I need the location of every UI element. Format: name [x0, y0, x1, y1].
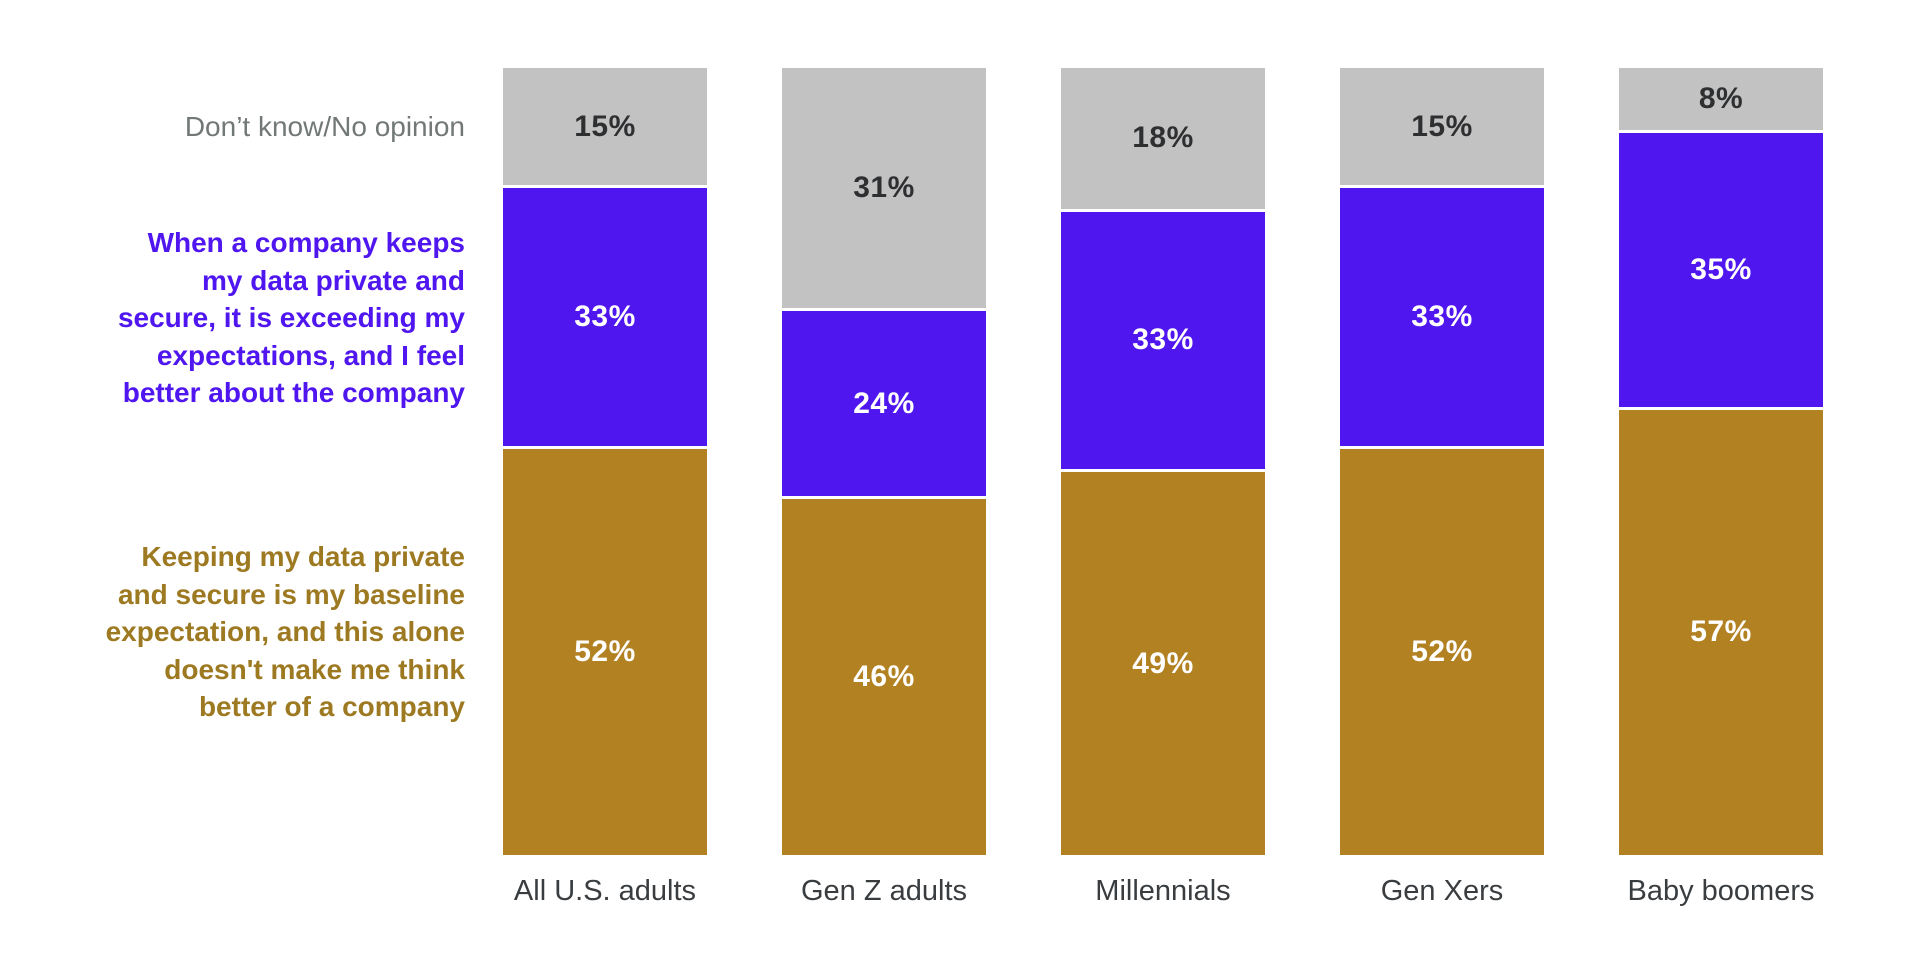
stacked-bar: 8% 35% 57%: [1619, 68, 1823, 855]
value-label: 15%: [574, 109, 636, 143]
value-label: 8%: [1698, 82, 1744, 116]
row-label-baseline-expectation: Keeping my data private and secure is my…: [105, 541, 465, 723]
bar-column: 15% 33% 52% All U.S. adults: [503, 68, 707, 908]
category-label: Baby boomers: [1627, 875, 1815, 907]
bar-segment-baseline-expectation: 57%: [1619, 406, 1823, 855]
value-label: 33%: [574, 300, 636, 334]
bar-segment-baseline-expectation: 46%: [782, 496, 986, 855]
value-label: 31%: [853, 170, 915, 204]
value-label: 33%: [1411, 300, 1473, 334]
value-label: 52%: [574, 634, 636, 668]
bar-column: 18% 33% 49% Millennials: [1061, 68, 1265, 908]
bar-segment-dont-know: 18%: [1061, 68, 1265, 209]
category-label: All U.S. adults: [513, 875, 697, 907]
stacked-bar: 15% 33% 52%: [1340, 68, 1544, 856]
value-label: 24%: [853, 386, 915, 420]
category-label: Gen Xers: [1380, 875, 1504, 907]
bar-segment-dont-know: 15%: [1340, 68, 1544, 186]
row-labels: Don’t know/No opinion When a company kee…: [0, 68, 470, 855]
bar-segment-dont-know: 8%: [1619, 68, 1823, 131]
value-label: 35%: [1690, 253, 1752, 287]
bar-segment-exceeding-expectations: 33%: [1340, 185, 1544, 446]
stacked-bar-chart: Don’t know/No opinion When a company kee…: [0, 68, 1823, 908]
bar-segment-baseline-expectation: 52%: [503, 445, 707, 856]
bar-segment-exceeding-expectations: 24%: [782, 307, 986, 497]
bar-segment-dont-know: 15%: [503, 68, 707, 186]
value-label: 15%: [1411, 109, 1473, 143]
bar-segment-dont-know: 31%: [782, 68, 986, 308]
bar-segment-baseline-expectation: 52%: [1340, 445, 1544, 856]
bar-segment-exceeding-expectations: 33%: [1061, 208, 1265, 470]
category-label: Millennials: [1095, 875, 1231, 907]
bar-column: 8% 35% 57% Baby boomers: [1619, 68, 1823, 908]
row-label-dont-know: Don’t know/No opinion: [184, 111, 465, 143]
bar-segment-exceeding-expectations: 33%: [503, 185, 707, 446]
value-label: 18%: [1132, 121, 1194, 155]
value-label: 33%: [1132, 323, 1194, 357]
row-label-exceeding-expectations: When a company keeps my data private and…: [117, 227, 465, 409]
bar-column: 31% 24% 46% Gen Z adults: [782, 68, 986, 908]
stacked-bar: 18% 33% 49%: [1061, 68, 1265, 855]
bars-area: 15% 33% 52% All U.S. adults 31% 24% 46% Gen Z a…: [503, 68, 1823, 908]
bar-column: 15% 33% 52% Gen Xers: [1340, 68, 1544, 908]
value-label: 46%: [853, 660, 915, 694]
stacked-bar: 15% 33% 52%: [503, 68, 707, 856]
bar-segment-exceeding-expectations: 35%: [1619, 130, 1823, 407]
bar-segment-baseline-expectation: 49%: [1061, 469, 1265, 855]
value-label: 52%: [1411, 634, 1473, 668]
value-label: 57%: [1690, 615, 1752, 649]
value-label: 49%: [1132, 646, 1194, 680]
stacked-bar: 31% 24% 46%: [782, 68, 986, 855]
category-label: Gen Z adults: [800, 875, 968, 907]
